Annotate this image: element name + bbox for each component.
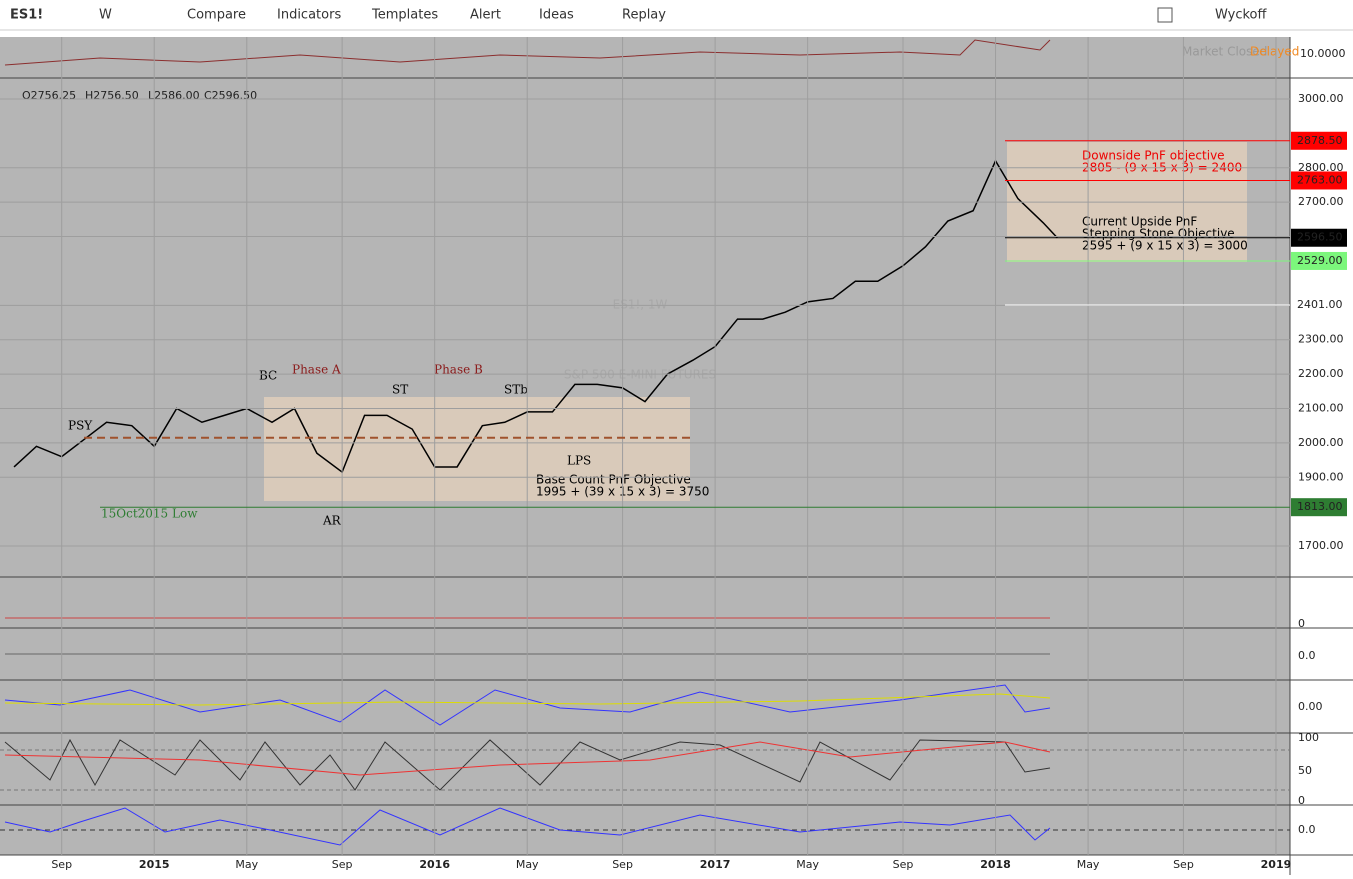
event-label: LPS [567, 454, 591, 468]
indicators[interactable]: Indicators [277, 8, 341, 23]
y-tick-label: 1900.00 [1298, 470, 1344, 483]
note: 2595 + (9 x 15 x 3) = 3000 [1082, 239, 1248, 253]
pane-label: 50 [1298, 764, 1312, 777]
event-label: BC [259, 369, 277, 383]
layout[interactable]: Wyckoff [1215, 8, 1267, 23]
event-label: STb [504, 383, 528, 397]
price-tag-label: 2401.00 [1297, 298, 1343, 311]
legend-high: H2756.50 [85, 89, 139, 102]
pane-label: 0.0 [1298, 823, 1316, 836]
legend-open: O2756.25 [22, 89, 76, 102]
y-tick-label: 2700.00 [1298, 195, 1344, 208]
ideas[interactable]: Ideas [539, 8, 574, 23]
price-tag-label: 2763.00 [1297, 173, 1343, 186]
event-label: PSY [68, 419, 93, 433]
oscillator-line [4, 807, 1051, 846]
compare[interactable]: Compare [187, 8, 246, 23]
replay[interactable]: Replay [622, 8, 666, 23]
top-axis-label: 10.0000 [1300, 47, 1346, 60]
x-tick-label: May [1077, 858, 1100, 871]
indicator-panes [0, 617, 1290, 846]
stoch-k [4, 738, 1051, 791]
note: Downside PnF objective [1082, 149, 1225, 163]
market-status: Market Closed [1182, 45, 1267, 59]
interval[interactable]: W [99, 8, 112, 23]
x-tick-label: 2016 [419, 858, 450, 871]
price-tag [1291, 498, 1347, 517]
y-tick-label: 1700.00 [1298, 539, 1344, 552]
price-tag [1291, 171, 1347, 190]
y-tick-label: 2000.00 [1298, 436, 1344, 449]
price-line [13, 159, 1058, 474]
x-tick-label: May [235, 858, 258, 871]
phase-label: Phase B [434, 363, 483, 377]
pane-borders [0, 37, 1353, 875]
event-label: ST [392, 383, 408, 397]
price-tag [1291, 228, 1347, 247]
pane-label: 0.0 [1298, 649, 1316, 662]
x-tick-label: 2017 [700, 858, 731, 871]
price-tag-label: 2529.00 [1297, 254, 1343, 267]
price-tag-label: 2878.50 [1297, 134, 1343, 147]
alert[interactable]: Alert [470, 8, 501, 23]
x-tick-label: May [796, 858, 819, 871]
x-tick-label: Sep [332, 858, 353, 871]
pane-label: 100 [1298, 731, 1319, 744]
note: Base Count PnF Objective [536, 473, 691, 487]
x-tick-label: 2015 [139, 858, 170, 871]
x-tick-label: 2018 [980, 858, 1011, 871]
toolbar [0, 0, 1353, 30]
price-tag [1291, 295, 1347, 314]
fullscreen-toggle[interactable] [1157, 7, 1173, 23]
pane-label: 0 [1298, 794, 1305, 807]
price-tag-label: 2596.50 [1297, 231, 1343, 244]
y-tick-label: 2800.00 [1298, 161, 1344, 174]
legend-low: L2586.00 [148, 89, 200, 102]
y-tick-label: 2200.00 [1298, 367, 1344, 380]
x-tick-label: Sep [1173, 858, 1194, 871]
signal-line [4, 693, 1051, 706]
price-tag [1291, 131, 1347, 150]
price-pane [13, 159, 1058, 474]
x-tick-label: Sep [612, 858, 633, 871]
x-tick-label: Sep [893, 858, 914, 871]
templates[interactable]: Templates [371, 8, 438, 23]
legend-close: C2596.50 [204, 89, 257, 102]
x-tick-label: Sep [51, 858, 72, 871]
range-box [264, 397, 690, 501]
watermark-symbol: ES1!, 1W [613, 298, 668, 312]
y-tick-label: 2300.00 [1298, 333, 1344, 346]
pane-label: 0 [1298, 617, 1305, 630]
low-label: 15Oct2015 Low [101, 507, 198, 521]
y-tick-label: 3000.00 [1298, 92, 1344, 105]
price-tag [1291, 251, 1347, 270]
symbol[interactable]: ES1! [10, 8, 43, 23]
y-tick-label: 2100.00 [1298, 401, 1344, 414]
price-tag-label: 1813.00 [1297, 500, 1343, 513]
wyckoff-labels: Phase A Phase B BC ST STb PSY AR LPS 15O… [68, 363, 591, 528]
note: Current Upside PnF [1082, 215, 1197, 229]
stoch-d [4, 741, 1051, 776]
delay-status: Delayed [1250, 45, 1299, 59]
x-tick-label: May [516, 858, 539, 871]
top-indicator [4, 39, 1051, 66]
x-tick-label: 2019 [1261, 858, 1292, 871]
phase-label: Phase A [292, 363, 341, 377]
event-label: AR [322, 514, 342, 528]
pane-label: 0.00 [1298, 700, 1323, 713]
